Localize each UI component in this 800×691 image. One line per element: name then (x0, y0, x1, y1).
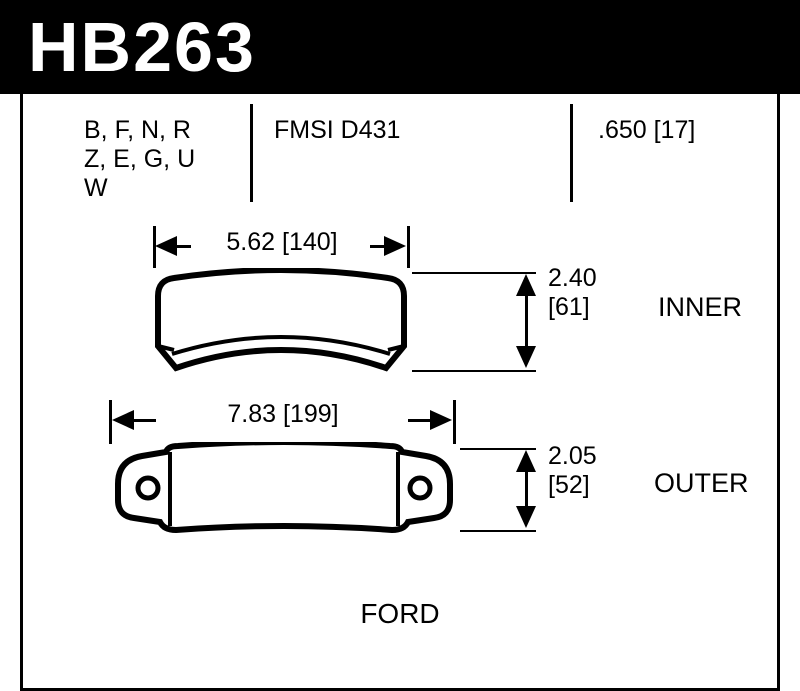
ext-line (412, 370, 536, 372)
arrow-up-icon (516, 450, 536, 472)
part-number: HB263 (28, 7, 256, 87)
header-bar: HB263 (0, 0, 800, 94)
outer-height-value-2: [52] (548, 471, 638, 500)
outer-height-arrows (516, 450, 536, 528)
divider-1 (250, 104, 253, 202)
inner-height-value-1: 2.40 (548, 264, 638, 293)
dim-line (408, 419, 430, 422)
inner-height-dimension: 2.40 [61] (548, 264, 638, 322)
ext-line (453, 400, 456, 444)
divider-2 (570, 104, 573, 202)
outer-height-dimension: 2.05 [52] (548, 442, 638, 500)
dim-line (370, 245, 384, 248)
brand-label: FORD (0, 598, 800, 630)
outer-label: OUTER (654, 468, 749, 499)
dim-line (525, 296, 528, 346)
arrow-right-icon (430, 410, 452, 430)
inner-height-arrows (516, 274, 536, 368)
compound-codes: B, F, N, R Z, E, G, U W (84, 116, 234, 202)
ext-line (153, 226, 156, 268)
arrow-down-icon (516, 346, 536, 368)
codes-line-2: Z, E, G, U (84, 145, 234, 174)
fmsi-code: FMSI D431 (274, 116, 400, 145)
inner-width-arrows-right (370, 236, 406, 256)
diagram-area: 5.62 [140] 2.40 [61] INNER 7.83 [199] (0, 220, 800, 640)
ext-line (460, 530, 536, 532)
outer-pad-shape (108, 442, 460, 536)
inner-width-dimension: 5.62 [140] (172, 228, 392, 257)
codes-line-3: W (84, 174, 234, 203)
arrow-down-icon (516, 506, 536, 528)
ext-line (109, 400, 112, 444)
outer-width-value: 7.83 [199] (227, 400, 338, 428)
ext-line (407, 226, 410, 268)
spec-row: B, F, N, R Z, E, G, U W FMSI D431 .650 [… (0, 106, 800, 196)
outer-width-arrows-right (408, 410, 452, 430)
thickness-spec: .650 [17] (598, 116, 695, 145)
outer-height-value-1: 2.05 (548, 442, 638, 471)
inner-width-value: 5.62 [140] (226, 228, 337, 256)
arrow-right-icon (384, 236, 406, 256)
inner-height-value-2: [61] (548, 293, 638, 322)
inner-pad-shape (150, 268, 412, 376)
codes-line-1: B, F, N, R (84, 116, 234, 145)
outer-width-dimension: 7.83 [199] (128, 400, 438, 429)
inner-label: INNER (658, 292, 742, 323)
dim-line (525, 472, 528, 506)
arrow-up-icon (516, 274, 536, 296)
